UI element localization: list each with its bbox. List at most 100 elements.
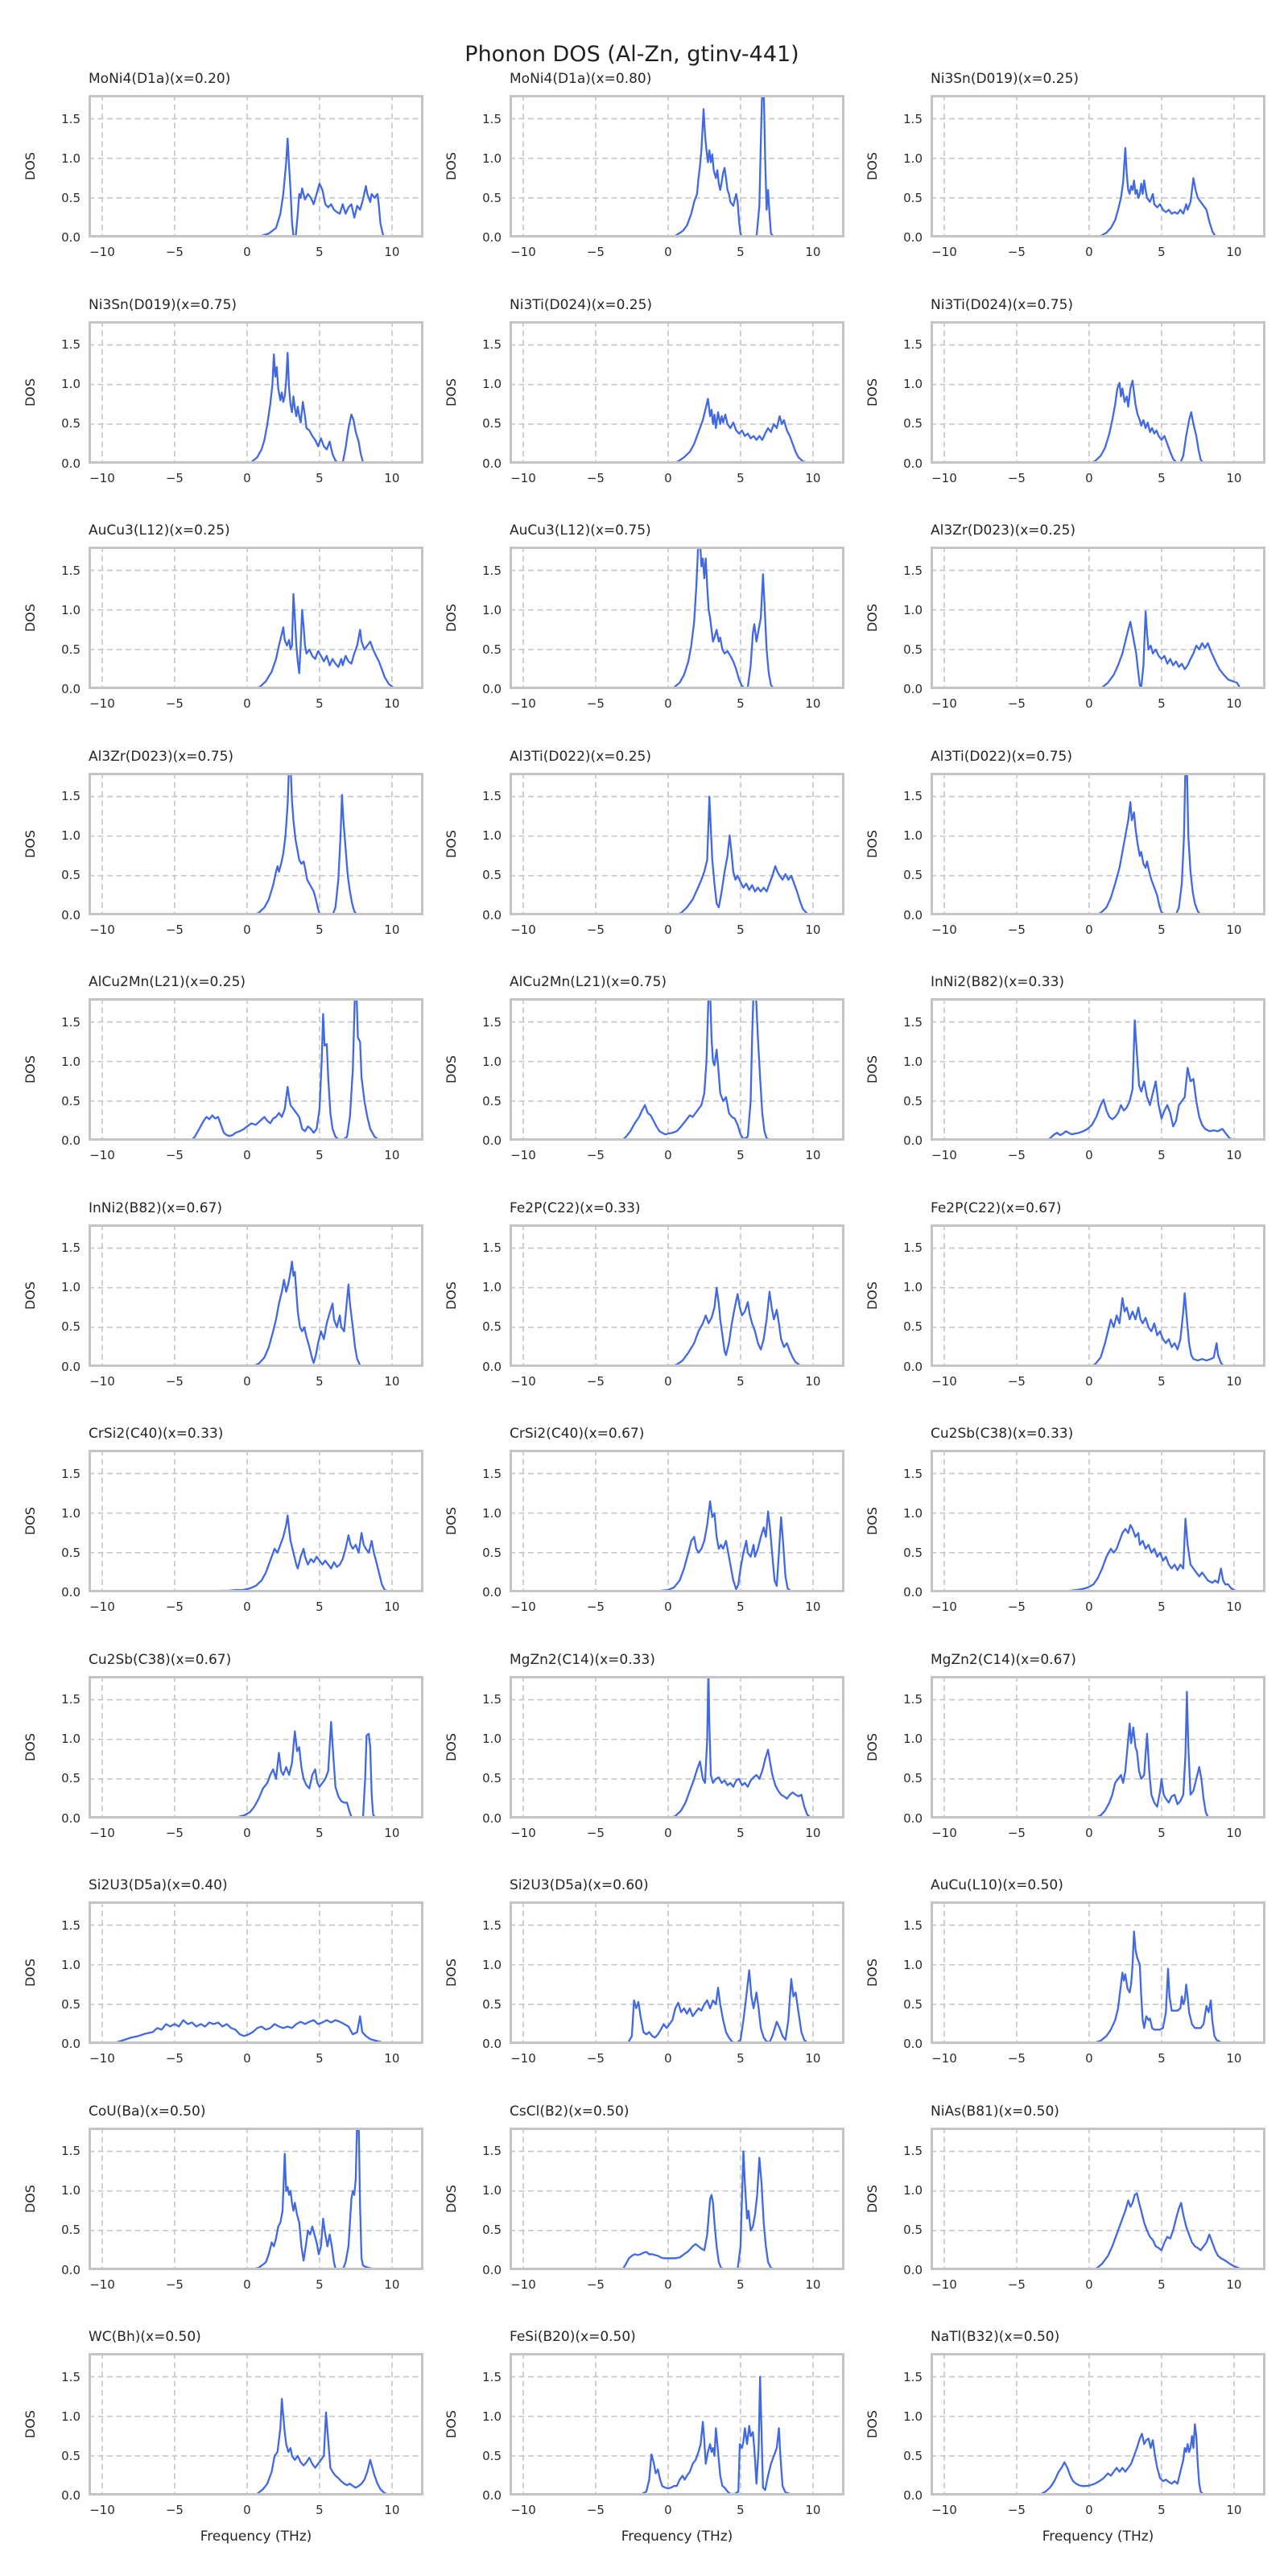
x-tick-label: −10 (931, 1148, 957, 1162)
y-tick-label: 0.0 (61, 2262, 80, 2277)
x-tick-label: −5 (1007, 245, 1026, 259)
x-tick-label: 10 (805, 1373, 821, 1389)
x-tick-label: 0 (1085, 1600, 1093, 1614)
x-tick-label: 10 (1226, 2277, 1242, 2292)
dos-curve (1092, 1690, 1214, 1818)
plot-border (510, 1675, 844, 1818)
dos-curve (106, 2015, 398, 2044)
subplot: NiAs(B81)(x=0.50) DOS 0.0 0.5 1.0 1.5 −10 −5… (842, 2095, 1265, 2322)
x-tick-labels: −10 −5 0 5 10 (931, 2051, 1265, 2067)
plot-area (931, 1901, 1265, 2044)
y-tick-label: 0.5 (482, 1771, 502, 1786)
subplot: MoNi4(D1a)(x=0.20) DOS 0.0 0.5 1.0 1.5 −10−… (0, 63, 423, 289)
y-tick-label: 0.0 (903, 1810, 923, 1826)
y-tick-labels: 0.0 0.5 1.0 1.5 (0, 547, 80, 697)
y-tick-labels: 0.0 0.5 1.0 1.5 (842, 1224, 923, 1374)
y-tick-labels: 0.0 0.5 1.0 1.5 (842, 773, 923, 923)
subplot: InNi2(B82)(x=0.67) DOS 0.0 0.5 1.0 1.5 −10−… (0, 1192, 423, 1418)
x-tick-label: 0 (664, 1148, 672, 1162)
x-tick-labels: −10 −5 0 5 10 (510, 1826, 844, 1842)
x-tick-label: −10 (931, 696, 957, 711)
y-tick-label: 0.0 (482, 230, 502, 245)
y-tick-label: 1.5 (482, 111, 502, 126)
y-tick-label: 0.0 (61, 682, 80, 696)
y-tick-label: 0.5 (903, 1093, 923, 1108)
y-tick-labels: 0.0 0.5 1.0 1.5 (0, 2353, 80, 2504)
subplot-title: Ni3Ti(D024)(x=0.25) (510, 296, 653, 313)
subplot: Al3Zr(D023)(x=0.75) DOS 0.0 0.5 1.0 1.5 −10… (0, 741, 423, 967)
subplot: Ni3Sn(D019)(x=0.75) DOS 0.0 0.5 1.0 1.5 −10… (0, 289, 423, 515)
plot-area (510, 547, 844, 689)
plot-border (89, 1224, 423, 1367)
subplot-title: WC(Bh)(x=0.50) (89, 2329, 201, 2345)
subplot-grid: MoNi4(D1a)(x=0.20) DOS 0.0 0.5 1.0 1.5 −10−… (0, 63, 1288, 2576)
y-tick-label: 0.0 (61, 1133, 80, 1148)
dos-curve (242, 137, 387, 237)
x-tick-label: 5 (316, 1825, 324, 1840)
y-tick-labels: 0.0 0.5 1.0 1.5 (421, 1901, 502, 2052)
x-tick-label: −5 (586, 245, 605, 259)
y-tick-label: 0.5 (482, 1996, 502, 2012)
y-tick-labels: 0.0 0.5 1.0 1.5 (421, 321, 502, 471)
x-tick-labels: −10 −5 0 5 10 (931, 2277, 1265, 2293)
dos-curve (250, 772, 363, 915)
plot-border (510, 772, 844, 915)
y-tick-label: 0.5 (61, 1996, 80, 2012)
y-tick-labels: 0.0 0.5 1.0 1.5 (0, 1676, 80, 1826)
y-tick-label: 0.0 (61, 230, 80, 245)
x-tick-label: −10 (89, 470, 115, 485)
subplot: AuCu3(L12)(x=0.25) DOS 0.0 0.5 1.0 1.5 −10−… (0, 514, 423, 741)
subplot: AlCu2Mn(L21)(x=0.25) DOS 0.0 0.5 1.0 1.5 −1… (0, 966, 423, 1192)
dos-curve (1093, 610, 1244, 689)
x-tick-label: −5 (165, 245, 184, 259)
y-tick-labels: 0.0 0.5 1.0 1.5 (842, 1676, 923, 1826)
plot-border (510, 998, 844, 1141)
x-tick-label: 0 (1085, 245, 1093, 259)
dos-curve (1084, 1930, 1228, 2044)
dos-curve (626, 1969, 810, 2044)
y-tick-label: 1.0 (61, 1957, 80, 1972)
subplot-title: Ni3Sn(D019)(x=0.25) (931, 71, 1080, 87)
y-tick-label: 0.5 (61, 1093, 80, 1108)
y-tick-label: 0.0 (903, 1359, 923, 1374)
x-tick-label: 10 (805, 696, 821, 711)
plot-area (89, 772, 423, 915)
x-tick-labels: −10 −5 0 5 10 (931, 2503, 1265, 2519)
y-tick-label: 0.0 (61, 2037, 80, 2051)
x-tick-label: −5 (165, 1825, 184, 1840)
x-tick-labels: −10 −5 0 5 10 (89, 1600, 423, 1616)
y-tick-label: 0.5 (903, 1996, 923, 2012)
y-tick-labels: 0.0 0.5 1.0 1.5 (421, 2128, 502, 2277)
x-tick-label: −5 (1007, 1148, 1026, 1162)
subplot: Fe2P(C22)(x=0.67) DOS 0.0 0.5 1.0 1.5 −10 −5… (842, 1192, 1265, 1418)
y-tick-label: 1.5 (482, 1692, 502, 1707)
x-tick-label: 10 (1226, 1600, 1242, 1614)
y-tick-label: 0.0 (903, 1133, 923, 1148)
x-tick-label: −10 (931, 922, 957, 937)
x-tick-labels: −10 −5 0 5 10 (931, 696, 1265, 712)
plot-area (89, 1901, 423, 2044)
x-tick-label: −5 (1007, 2277, 1026, 2292)
x-tick-label: 5 (316, 696, 324, 711)
x-tick-label: −10 (931, 245, 957, 259)
dos-curve (672, 795, 813, 915)
x-tick-label: −5 (1007, 1825, 1026, 1840)
x-tick-label: −10 (89, 1825, 115, 1840)
x-tick-labels: −10 −5 0 5 10 (510, 1600, 844, 1616)
x-tick-labels: −10 −5 0 5 10 (510, 2051, 844, 2067)
plot-area (510, 2353, 844, 2496)
x-tick-label: 10 (384, 1825, 400, 1840)
y-tick-label: 1.0 (903, 151, 923, 166)
subplot: AuCu(L10)(x=0.50) DOS 0.0 0.5 1.0 1.5 −10 −5… (842, 1869, 1265, 2095)
dos-curve (242, 2127, 376, 2270)
x-tick-label: 0 (664, 470, 672, 485)
x-tick-label: 0 (243, 2051, 251, 2066)
plot-border (510, 95, 844, 237)
y-tick-label: 1.0 (482, 1732, 502, 1747)
y-tick-label: 0.5 (903, 2223, 923, 2238)
x-tick-labels: −10 −5 0 5 10 (89, 696, 423, 712)
x-tick-label: 5 (316, 1148, 324, 1162)
x-tick-label: 5 (316, 1373, 324, 1389)
y-tick-label: 1.5 (61, 111, 80, 126)
